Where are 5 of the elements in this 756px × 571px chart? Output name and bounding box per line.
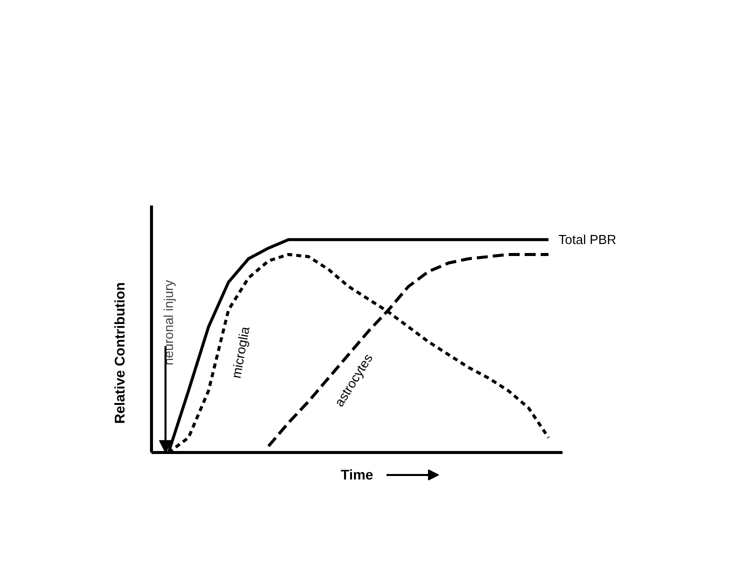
- text: microglia: [228, 324, 253, 380]
- y-axis-title: Relative Contribution: [112, 282, 128, 424]
- series-label: Total PBR: [558, 232, 616, 248]
- annotation: neuronal injury: [161, 280, 176, 366]
- x-axis-title: Time: [340, 466, 374, 482]
